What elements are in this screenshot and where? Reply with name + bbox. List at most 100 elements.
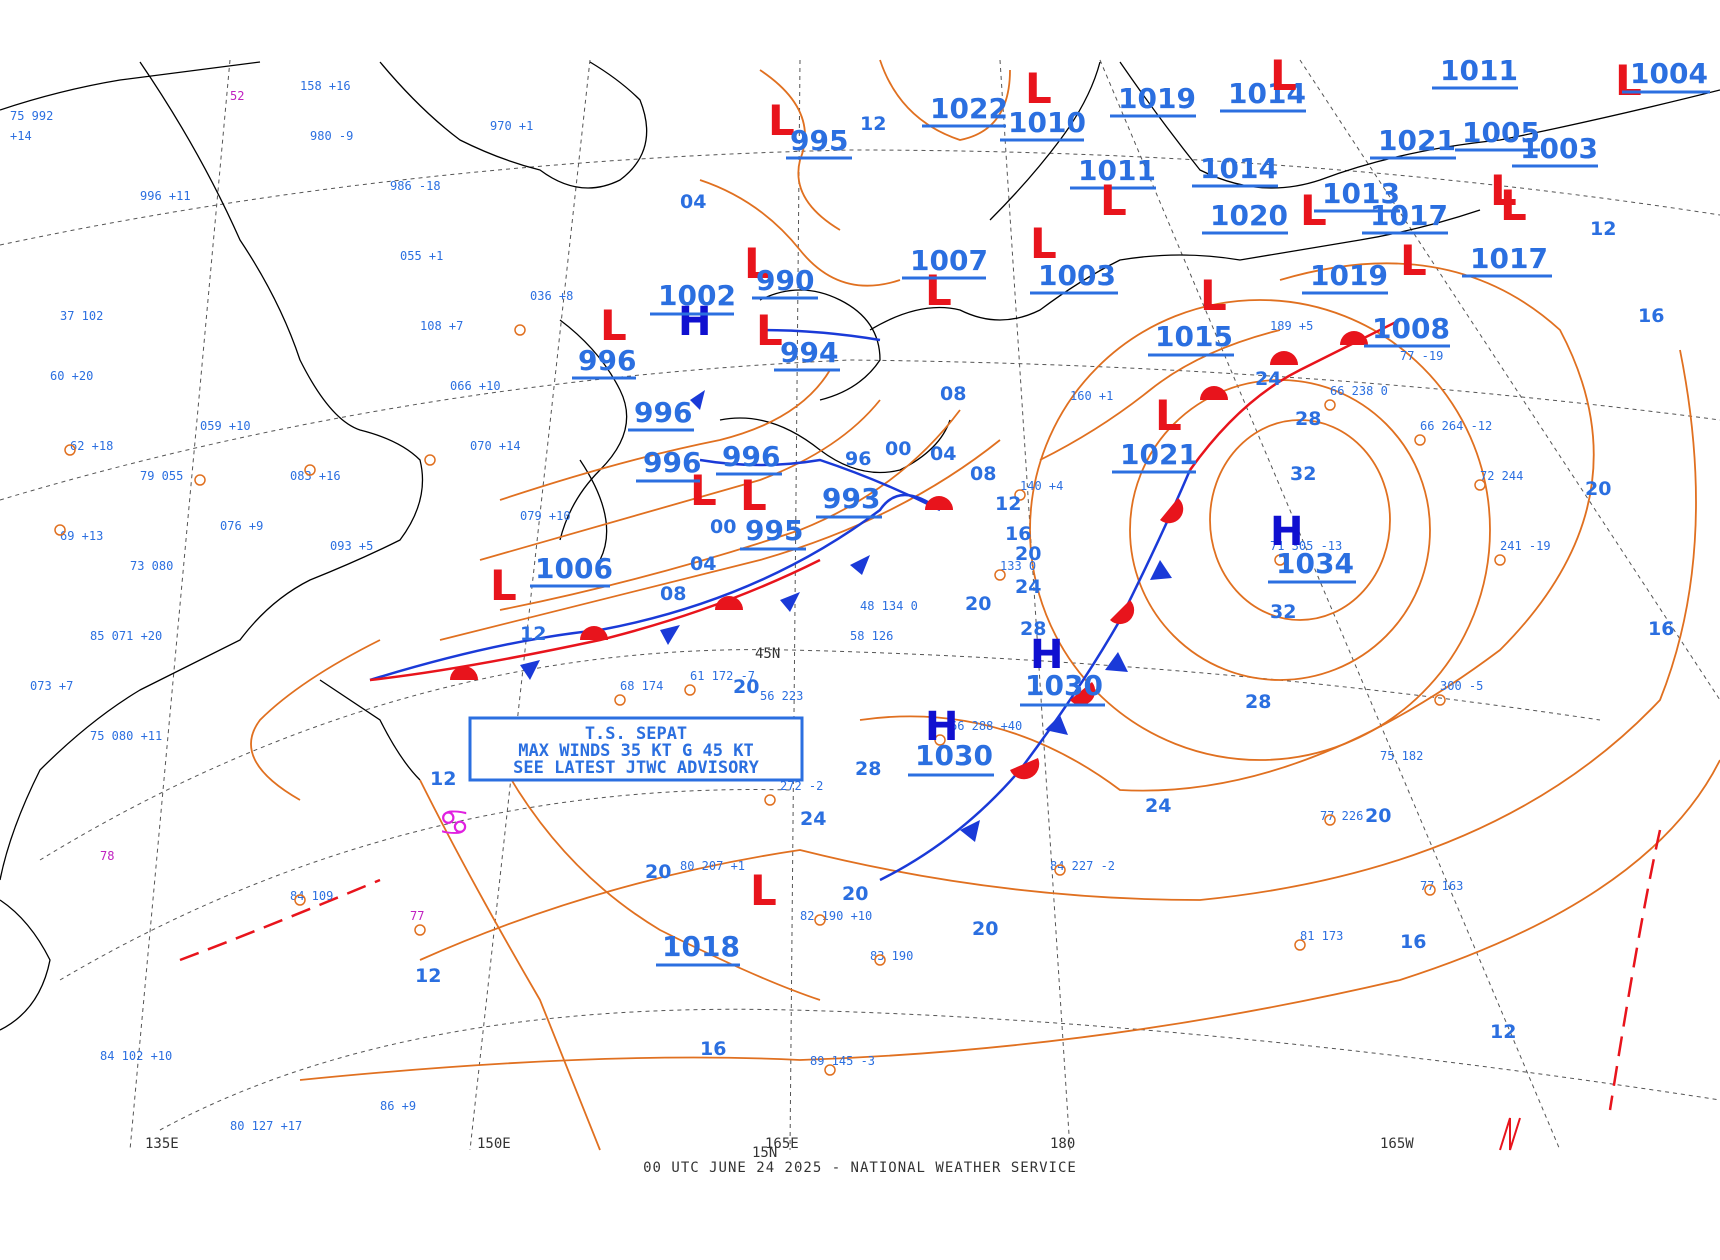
- svg-text:62 +18: 62 +18: [70, 439, 113, 453]
- svg-text:272 -2: 272 -2: [780, 779, 823, 793]
- svg-text:1003: 1003: [1038, 259, 1116, 292]
- svg-text:24: 24: [800, 808, 826, 830]
- svg-text:1019: 1019: [1310, 259, 1388, 292]
- low-1008: 1008: [1364, 312, 1450, 348]
- svg-text:72 244: 72 244: [1480, 469, 1523, 483]
- svg-text:75 182: 75 182: [1380, 749, 1423, 763]
- isobar-labels: 32 32 28 28 28 28 24 24 24 24 20 20 20 2…: [415, 113, 1674, 1060]
- svg-text:77 -19: 77 -19: [1400, 349, 1443, 363]
- high-1034: H 1034: [1268, 509, 1356, 584]
- svg-text:135E: 135E: [145, 1136, 179, 1152]
- svg-text:1030: 1030: [915, 739, 993, 772]
- svg-text:996 +11: 996 +11: [140, 189, 191, 203]
- svg-text:32: 32: [1270, 601, 1296, 623]
- svg-text:L: L: [1030, 219, 1057, 268]
- svg-text:1022: 1022: [930, 92, 1008, 125]
- svg-text:079 +10: 079 +10: [520, 509, 571, 523]
- svg-text:1008: 1008: [1372, 312, 1450, 345]
- svg-text:165E: 165E: [765, 1136, 799, 1152]
- svg-text:20: 20: [1585, 478, 1611, 500]
- svg-text:180: 180: [1050, 1136, 1075, 1152]
- svg-text:993: 993: [822, 482, 880, 515]
- svg-text:1006: 1006: [535, 552, 613, 585]
- svg-text:995: 995: [745, 514, 803, 547]
- svg-text:1015: 1015: [1155, 320, 1233, 353]
- svg-text:12: 12: [860, 113, 886, 135]
- svg-text:140 +4: 140 +4: [1020, 479, 1063, 493]
- svg-text:56 223: 56 223: [760, 689, 803, 703]
- svg-text:L: L: [1490, 166, 1517, 215]
- svg-text:1034: 1034: [1276, 547, 1354, 580]
- low-1019-a: 1019: [1110, 82, 1196, 118]
- svg-text:986 -18: 986 -18: [390, 179, 441, 193]
- svg-text:L: L: [1615, 56, 1642, 105]
- svg-text:300 -5: 300 -5: [1440, 679, 1483, 693]
- svg-text:L: L: [925, 266, 952, 315]
- svg-text:1004: 1004: [1630, 57, 1708, 90]
- svg-text:60 +20: 60 +20: [50, 369, 93, 383]
- svg-text:12: 12: [430, 768, 456, 790]
- svg-text:66 238 0: 66 238 0: [1330, 384, 1388, 398]
- svg-text:133 0: 133 0: [1000, 559, 1036, 573]
- svg-text:1030: 1030: [1025, 669, 1103, 702]
- station-circles: [54, 324, 1506, 1076]
- svg-text:04: 04: [680, 191, 706, 213]
- svg-text:15N: 15N: [752, 1145, 777, 1161]
- svg-text:1013: 1013: [1322, 177, 1400, 210]
- svg-text:980 -9: 980 -9: [310, 129, 353, 143]
- svg-text:52: 52: [230, 89, 244, 103]
- svg-text:12: 12: [1490, 1021, 1516, 1043]
- svg-text:58 126: 58 126: [850, 629, 893, 643]
- low-1011-a: 1011: [1070, 154, 1156, 190]
- isobars: [250, 59, 1720, 1151]
- low-1003-b: L 1003: [1500, 132, 1598, 230]
- svg-text:81 173: 81 173: [1300, 929, 1343, 943]
- svg-text:L: L: [1200, 271, 1227, 320]
- high-1030-east: H 1030: [1020, 632, 1105, 707]
- low-1005: L 1005: [1455, 116, 1540, 215]
- svg-text:84 102 +10: 84 102 +10: [100, 1049, 172, 1063]
- axis-labels: 135E 150E 165E 180 165W 15N 45N: [145, 646, 1414, 1161]
- svg-text:77 226: 77 226: [1320, 809, 1363, 823]
- svg-text:66 264 -12: 66 264 -12: [1420, 419, 1492, 433]
- svg-text:75 080 +11: 75 080 +11: [90, 729, 162, 743]
- tropical-storm-symbol: ♋: [438, 803, 470, 844]
- low-1021-b: L 1021: [1270, 51, 1456, 160]
- svg-text:1019: 1019: [1118, 82, 1196, 115]
- svg-text:78: 78: [100, 849, 114, 863]
- low-1022: 1022: [922, 92, 1008, 128]
- svg-text:059 +10: 059 +10: [200, 419, 251, 433]
- svg-text:996: 996: [643, 446, 701, 479]
- low-1018: L 1018: [656, 866, 777, 967]
- svg-text:1017: 1017: [1370, 199, 1448, 232]
- svg-text:16: 16: [700, 1038, 726, 1060]
- svg-text:32: 32: [1290, 463, 1316, 485]
- svg-text:996: 996: [578, 344, 636, 377]
- svg-text:150E: 150E: [477, 1136, 511, 1152]
- svg-text:00: 00: [710, 516, 736, 538]
- svg-text:L: L: [1500, 181, 1527, 230]
- svg-text:08: 08: [940, 383, 966, 405]
- svg-text:04: 04: [930, 443, 956, 465]
- front-symbols: [450, 331, 1368, 842]
- svg-text:108 +7: 108 +7: [420, 319, 463, 333]
- svg-text:1017: 1017: [1470, 242, 1548, 275]
- footer-caption: 00 UTC JUNE 24 2025 - NATIONAL WEATHER S…: [643, 1160, 1077, 1176]
- low-1020: L 1020: [1100, 176, 1288, 235]
- svg-text:♋: ♋: [438, 803, 470, 844]
- svg-text:1020: 1020: [1210, 199, 1288, 232]
- low-1019-b: 1019: [1302, 259, 1388, 295]
- svg-text:1002: 1002: [658, 279, 736, 312]
- svg-text:20: 20: [1015, 543, 1041, 565]
- svg-text:77 163: 77 163: [1420, 879, 1463, 893]
- svg-text:1005: 1005: [1462, 116, 1540, 149]
